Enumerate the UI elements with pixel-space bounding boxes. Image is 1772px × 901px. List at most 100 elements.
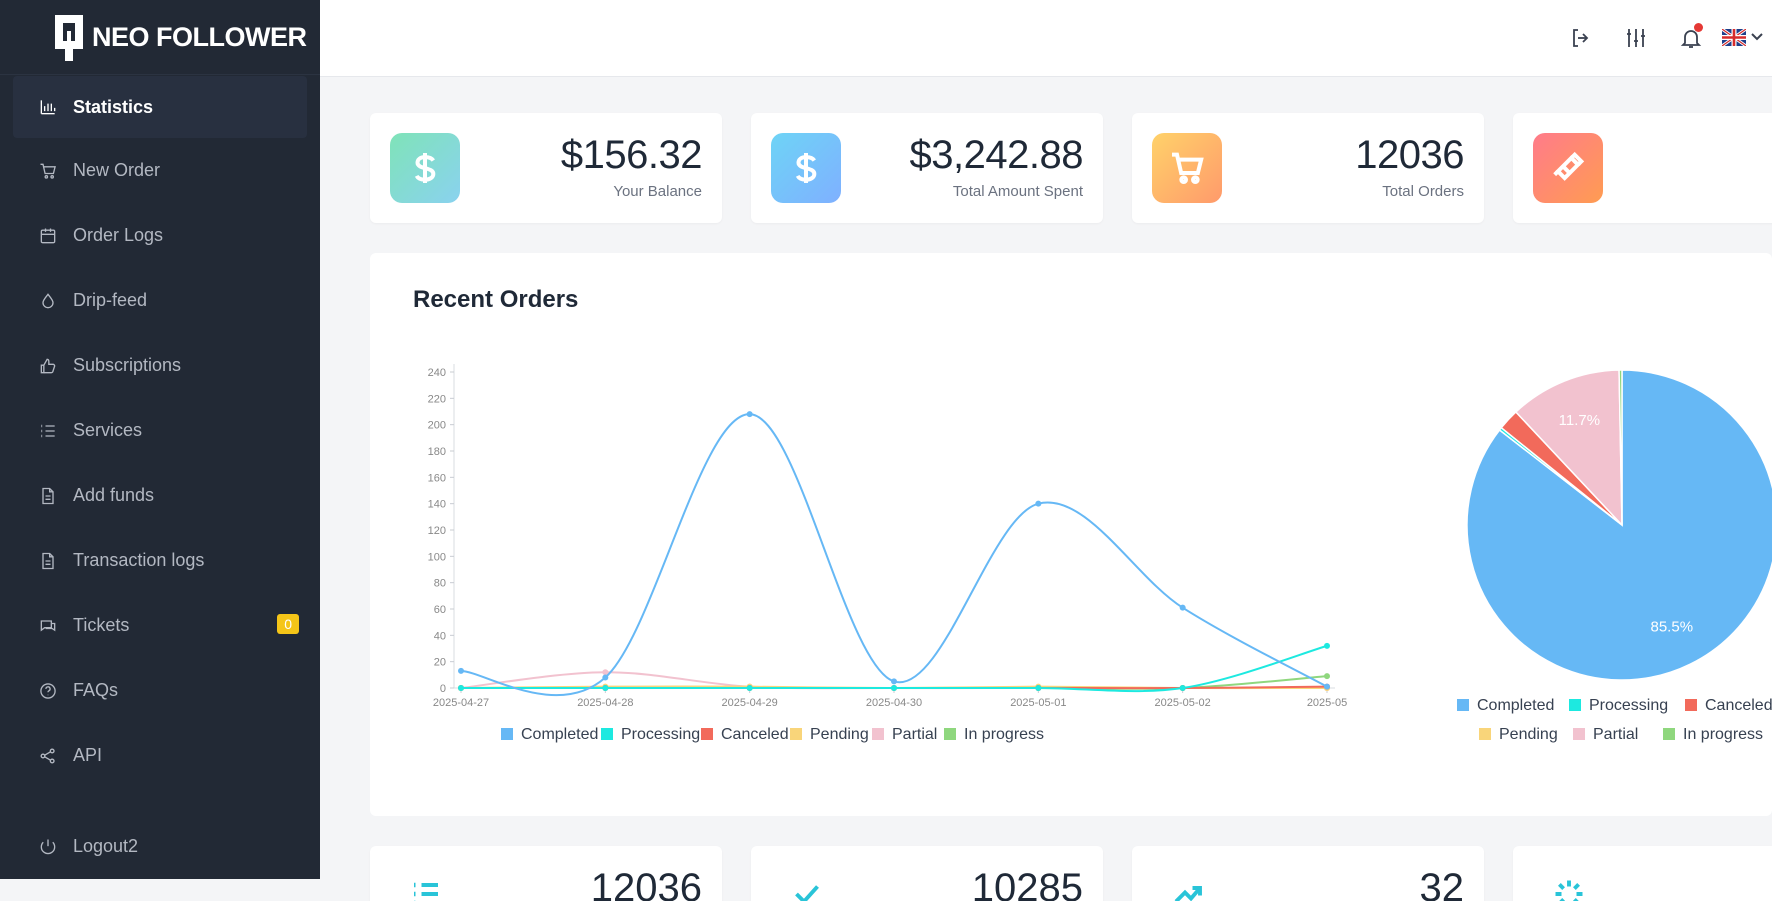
y-tick-label: 40 (434, 630, 446, 642)
sidebar-item-new-order[interactable]: New Order (13, 138, 307, 203)
cart-icon (37, 160, 59, 182)
stat-icon-tile (390, 133, 460, 203)
legend-swatch (872, 728, 884, 740)
summary-card (1513, 846, 1772, 901)
y-tick-label: 0 (440, 683, 446, 695)
legend-swatch (1569, 699, 1581, 711)
stat-icon-tile (771, 133, 841, 203)
y-tick-label: 140 (428, 499, 446, 511)
data-point (1035, 685, 1042, 691)
brand-logo-icon (55, 15, 83, 61)
stat-card: $156.32 Your Balance (370, 113, 722, 223)
x-tick-label: 2025-04-28 (577, 697, 633, 709)
thumbs-up-icon (37, 355, 59, 377)
sidebar-item-label: Transaction logs (73, 550, 205, 570)
legend-swatch (1457, 699, 1469, 711)
legend-swatch (701, 728, 713, 740)
line-chart-axes: 0 20 40 60 80 100 120 140 160 180 200 220 240 2025-04… (428, 364, 1347, 709)
legend-label: Canceled (1705, 697, 1772, 714)
y-tick-label: 100 (428, 551, 446, 563)
sidebar-item-label: Services (73, 420, 143, 440)
data-point (602, 669, 609, 676)
list-icon (37, 420, 59, 442)
sidebar-item-label: Order Logs (73, 225, 164, 245)
pie-chart: 85.5% 11.7% (1466, 369, 1772, 681)
sidebar: NEO FOLLOWER Statistics New Order Order Lo… (0, 0, 320, 879)
sidebar-item-label: Logout2 (73, 836, 139, 856)
x-tick-label: 2025-04-29 (722, 697, 778, 709)
sidebar-item-logout[interactable]: Logout2 (13, 814, 307, 879)
stat-value: 12036 (1355, 133, 1464, 177)
legend-swatch (1685, 699, 1697, 711)
data-point (1035, 500, 1042, 507)
data-point (891, 678, 897, 685)
recent-orders-chart: 0 20 40 60 80 100 120 140 160 180 200 220 240 2025-04… (428, 364, 1772, 743)
sidebar-item-add-funds[interactable]: Add funds (13, 463, 307, 528)
dollar-icon (795, 153, 817, 183)
summary-card: 12036 (370, 846, 722, 901)
recent-orders-card: Recent Orders 0 20 40 60 80 100 120 140 160 180 20… (370, 253, 1772, 816)
bell-icon[interactable] (1677, 23, 1705, 52)
summary-value: 32 (1419, 866, 1465, 901)
legend-label: Canceled (721, 726, 789, 743)
legend-label: Partial (892, 726, 937, 743)
legend-swatch (601, 728, 613, 740)
legend-label: Pending (810, 726, 869, 743)
sidebar-item-services[interactable]: Services (13, 398, 307, 463)
loader-icon (1551, 876, 1587, 901)
sidebar-item-order-logs[interactable]: Order Logs (13, 203, 307, 268)
y-tick-label: 200 (428, 420, 446, 432)
sliders-icon[interactable] (1622, 24, 1650, 52)
stat-label: Total Amount Spent (952, 183, 1083, 200)
legend-label: Processing (1589, 697, 1668, 714)
trending-up-icon (1170, 876, 1206, 901)
series-completed (458, 411, 1330, 697)
sidebar-item-drip-feed[interactable]: Drip-feed (13, 268, 307, 333)
data-point (891, 685, 897, 691)
sidebar-item-statistics[interactable]: Statistics (13, 76, 307, 138)
stat-value: $3,242.88 (909, 133, 1084, 177)
legend-swatch (790, 728, 802, 740)
series-line (460, 413, 1328, 697)
sidebar-item-api[interactable]: API (13, 723, 307, 788)
brand-logo: NEO FOLLOWER (52, 11, 307, 63)
summary-card: 32 (1132, 846, 1484, 901)
sidebar-item-subscriptions[interactable]: Subscriptions (13, 333, 307, 398)
brand[interactable]: NEO FOLLOWER (0, 0, 320, 75)
legend-swatch (1479, 728, 1491, 740)
stat-icon-tile (1533, 133, 1603, 203)
sidebar-item-label: Subscriptions (73, 355, 182, 375)
legend-swatch (501, 728, 513, 740)
sidebar-item-label: New Order (73, 160, 161, 180)
pie-slice-label: 85.5% (1651, 619, 1694, 636)
stat-value: $156.32 (560, 133, 703, 177)
logout-icon[interactable] (1567, 24, 1595, 52)
sidebar-item-transaction-logs[interactable]: Transaction logs (13, 528, 307, 593)
data-point (746, 685, 753, 691)
legend-swatch (1573, 728, 1585, 740)
sidebar-item-label: Drip-feed (73, 290, 148, 310)
data-point (602, 685, 609, 691)
y-tick-label: 180 (428, 446, 446, 458)
summary-value: 12036 (590, 866, 702, 901)
data-point (1179, 685, 1186, 691)
notification-dot (1694, 23, 1703, 32)
cart-icon (1172, 152, 1204, 185)
sidebar-item-tickets[interactable]: Tickets 0 (13, 593, 307, 658)
x-tick-label: 2025-05-02 (1155, 697, 1211, 709)
y-tick-label: 20 (434, 657, 446, 669)
pie-slice-label: 11.7% (1559, 412, 1600, 429)
legend-swatch (1663, 728, 1675, 740)
legend-label: In progress (964, 726, 1044, 743)
uk-flag-icon[interactable] (1722, 29, 1746, 46)
stat-card: $3,242.88 Total Amount Spent (751, 113, 1103, 223)
share-icon (37, 745, 59, 767)
document-icon (37, 485, 59, 507)
sidebar-item-faqs[interactable]: FAQs (13, 658, 307, 723)
brand-name: NEO FOLLOWER (92, 21, 307, 52)
sidebar-item-label: Tickets (73, 615, 130, 635)
data-point (458, 667, 464, 674)
pie-chart-legend: Completed Processing Canceled Pending Partia… (1457, 697, 1772, 743)
chevron-down-icon[interactable] (1750, 30, 1764, 44)
